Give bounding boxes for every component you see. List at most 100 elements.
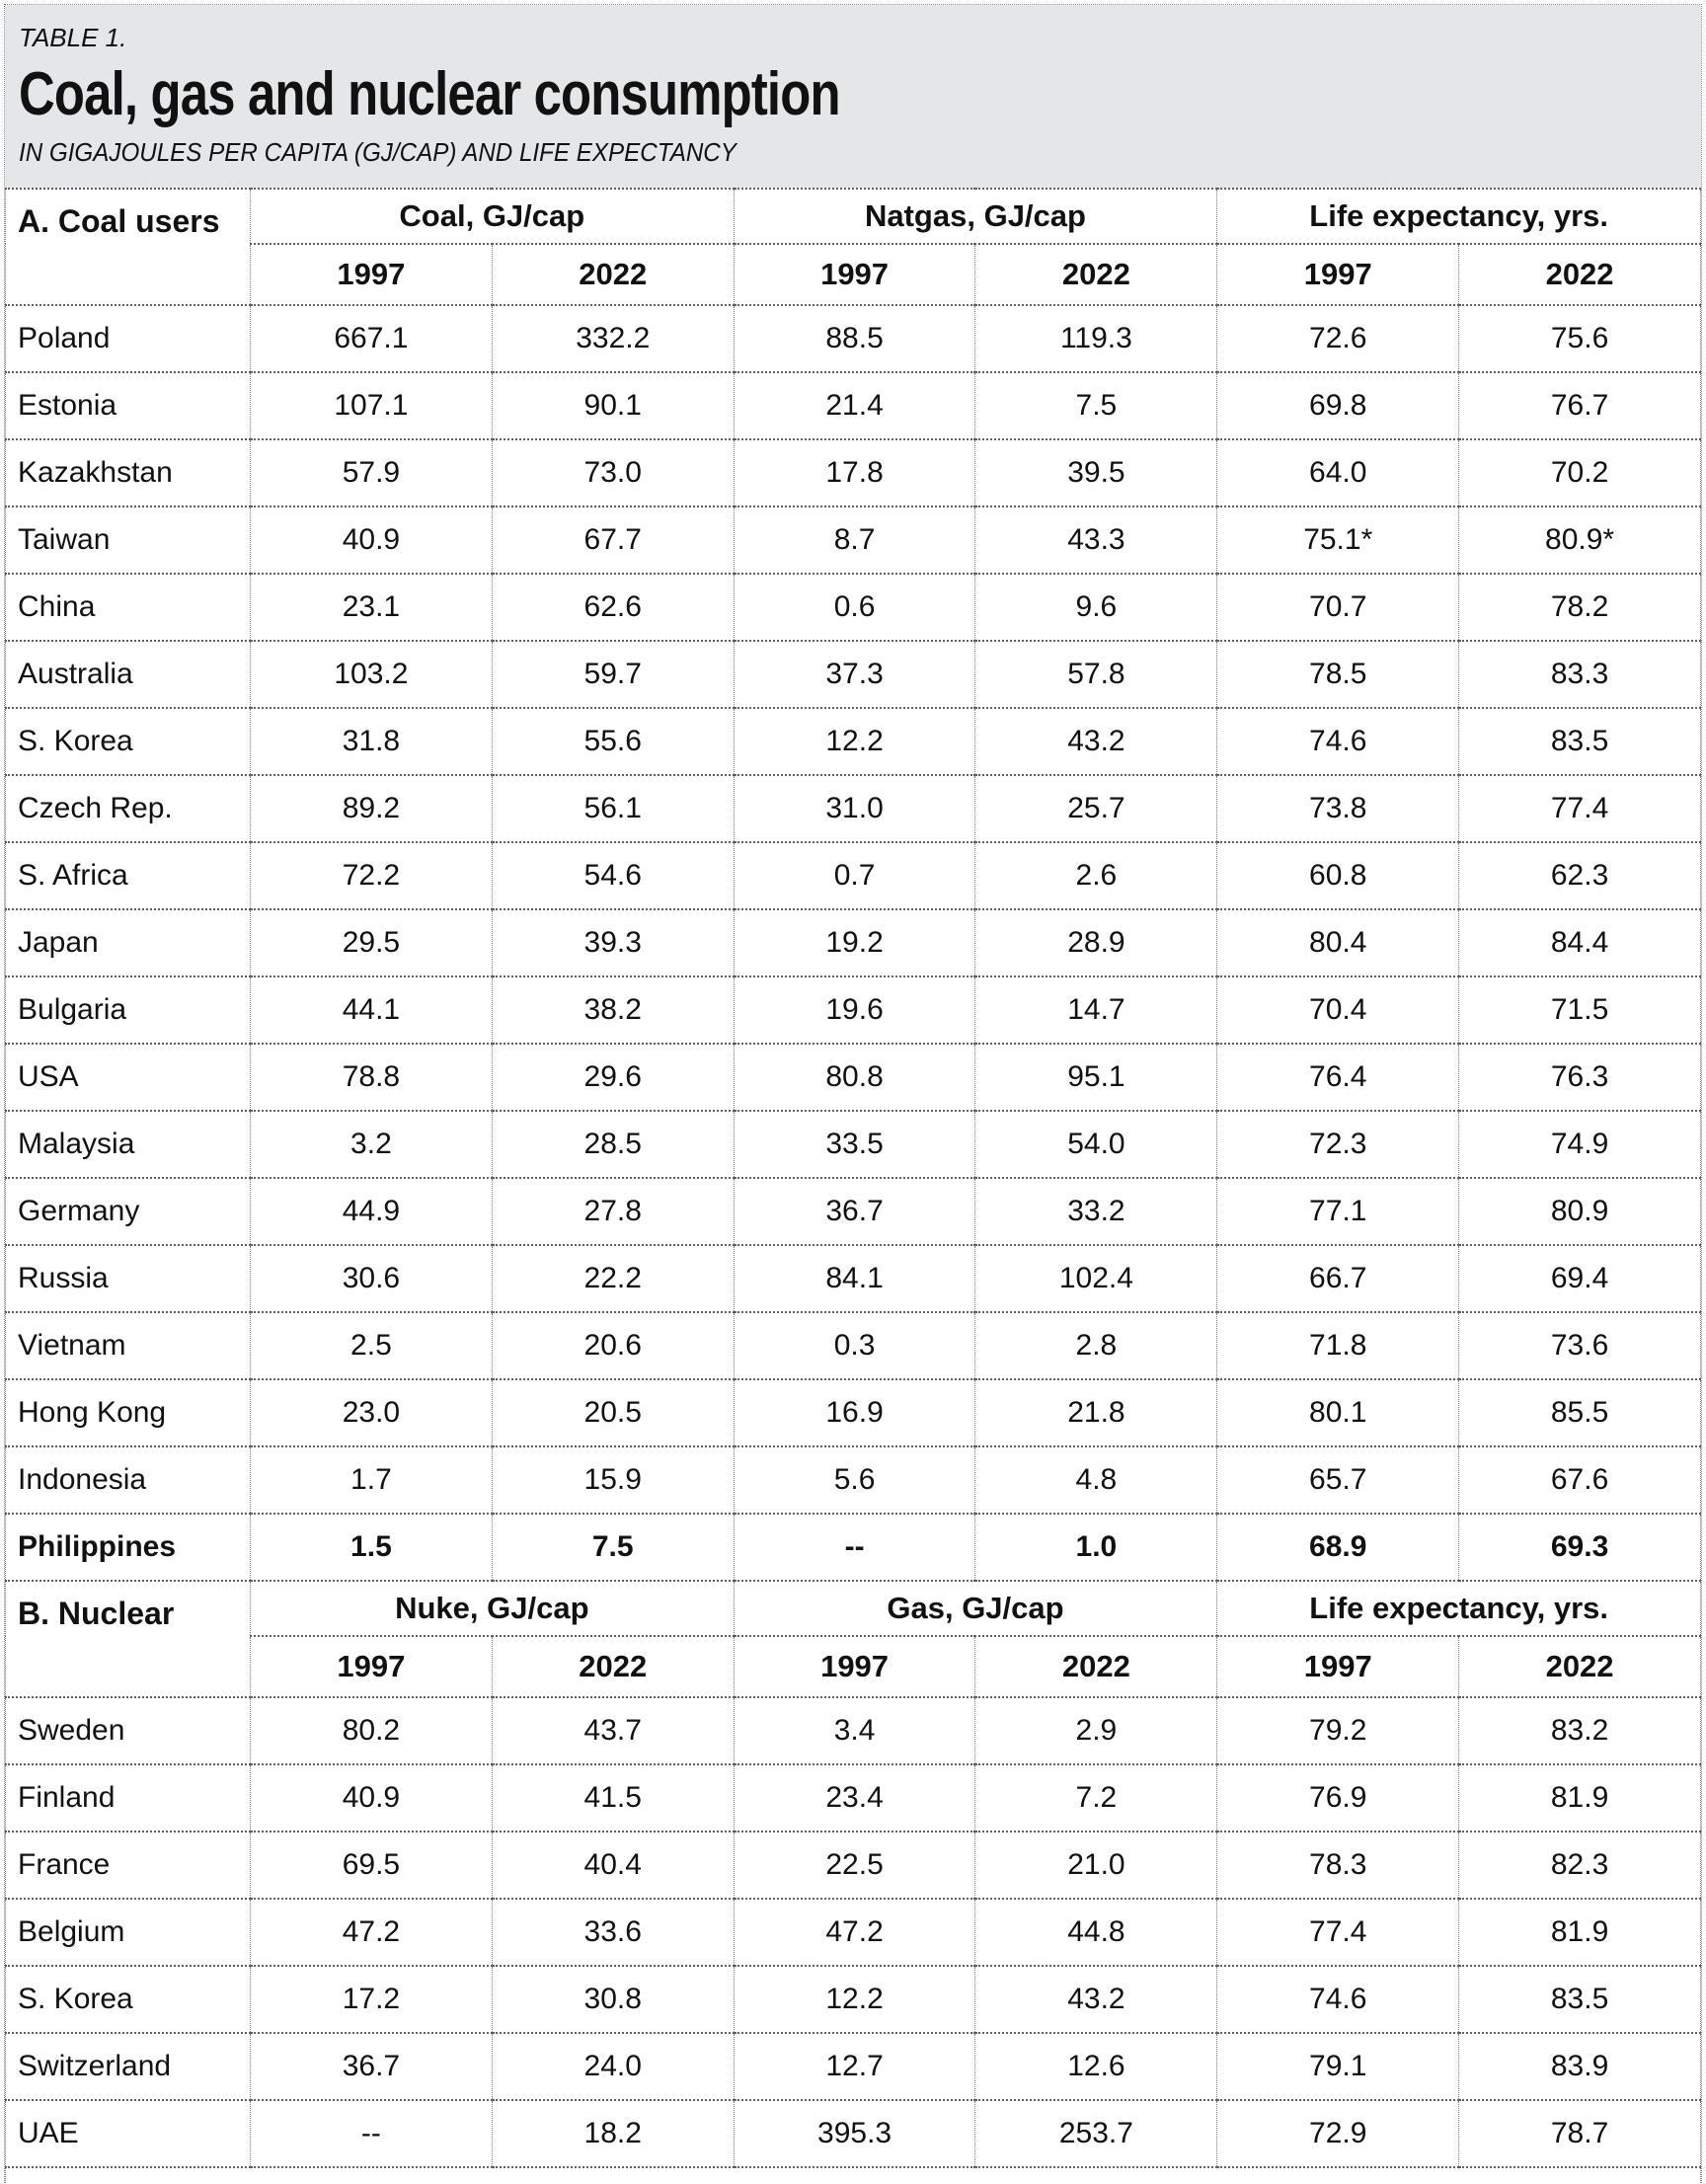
value-cell: 4.8 (974, 1445, 1218, 1516)
table-row: France 69.5 40.4 22.5 21.0 78.3 82.3 (5, 1831, 1701, 1901)
value-cell: 12.6 (974, 2032, 1218, 2102)
group-header: Gas, GJ/cap (733, 1580, 1218, 1638)
value-cell: 33.5 (733, 1110, 976, 1180)
value-cell: 67.6 (1458, 1445, 1701, 1516)
value-cell: 80.8 (733, 1043, 976, 1113)
value-cell: 43.3 (974, 506, 1218, 576)
value-cell: 80.9 (1458, 1177, 1701, 1247)
value-cell: 21.0 (974, 1831, 1218, 1901)
table-row: Belgium 47.2 33.6 47.2 44.8 77.4 81.9 (5, 1898, 1701, 1968)
value-cell: 23.4 (733, 1763, 976, 1833)
value-cell: 74.6 (1216, 707, 1460, 777)
value-cell: 65.7 (1216, 1445, 1460, 1516)
table-body: A. Coal users Coal, GJ/cap Natgas, GJ/cap L… (5, 188, 1701, 2169)
value-cell: 36.7 (733, 1177, 976, 1247)
footnote-row: SOURCES: EXAJOULES DATA FROM ENERGY INST… (5, 2166, 1701, 2184)
value-cell: 72.3 (1216, 1110, 1460, 1180)
value-cell: 73.8 (1216, 774, 1460, 844)
country-cell: S. Korea (5, 1965, 251, 2035)
value-cell: 70.7 (1216, 573, 1460, 643)
value-cell: 19.6 (733, 975, 976, 1046)
value-cell: 72.2 (250, 841, 493, 911)
country-cell: Russia (5, 1244, 251, 1314)
value-cell: 40.9 (250, 506, 493, 576)
value-cell: 66.7 (1216, 1244, 1460, 1314)
value-cell: 40.4 (491, 1831, 735, 1901)
table-row: Philippines 1.5 7.5 -- 1.0 68.9 69.3 (5, 1513, 1701, 1583)
value-cell: 47.2 (250, 1898, 493, 1968)
value-cell: 40.9 (250, 1763, 493, 1833)
group-header: Coal, GJ/cap (250, 188, 735, 246)
value-cell: 15.9 (491, 1445, 735, 1516)
value-cell: 70.4 (1216, 975, 1460, 1046)
value-cell: 78.7 (1458, 2099, 1701, 2169)
value-cell: 74.9 (1458, 1110, 1701, 1180)
value-cell: 71.8 (1216, 1311, 1460, 1381)
country-cell: UAE (5, 2099, 251, 2169)
value-cell: 73.6 (1458, 1311, 1701, 1381)
value-cell: 70.2 (1458, 438, 1701, 508)
value-cell: 59.7 (491, 640, 735, 710)
value-cell: 76.7 (1458, 371, 1701, 441)
value-cell: 81.9 (1458, 1898, 1701, 1968)
country-cell: Philippines (5, 1513, 251, 1583)
value-cell: 22.2 (491, 1244, 735, 1314)
footnote-cell: SOURCES: EXAJOULES DATA FROM ENERGY INST… (5, 2166, 1701, 2184)
value-cell: 83.5 (1458, 707, 1701, 777)
year-header: 2022 (491, 243, 735, 307)
value-cell: 29.6 (491, 1043, 735, 1113)
value-cell: 39.5 (974, 438, 1218, 508)
value-cell: 1.7 (250, 1445, 493, 1516)
section-header-row: B. Nuclear Nuke, GJ/cap Gas, GJ/cap Life ex… (5, 1580, 1701, 1699)
value-cell: 43.2 (974, 707, 1218, 777)
value-cell: 2.8 (974, 1311, 1218, 1381)
value-cell: 80.9* (1458, 506, 1701, 576)
value-cell: 2.5 (250, 1311, 493, 1381)
value-cell: -- (733, 1513, 976, 1583)
table-row: Finland 40.9 41.5 23.4 7.2 76.9 81.9 (5, 1763, 1701, 1833)
value-cell: 16.9 (733, 1378, 976, 1448)
value-cell: 20.6 (491, 1311, 735, 1381)
value-cell: 67.7 (491, 506, 735, 576)
value-cell: 81.9 (1458, 1763, 1701, 1833)
table-row: Japan 29.5 39.3 19.2 28.9 80.4 84.4 (5, 908, 1701, 978)
country-cell: China (5, 573, 251, 643)
group-header: Natgas, GJ/cap (733, 188, 1218, 246)
value-cell: 395.3 (733, 2099, 976, 2169)
value-cell: 83.5 (1458, 1965, 1701, 2035)
value-cell: 69.3 (1458, 1513, 1701, 1583)
value-cell: 7.5 (974, 371, 1218, 441)
value-cell: 102.4 (974, 1244, 1218, 1314)
year-header: 2022 (1458, 1635, 1701, 1699)
data-table: A. Coal users Coal, GJ/cap Natgas, GJ/cap L… (5, 188, 1701, 2184)
group-header: Life expectancy, yrs. (1216, 1580, 1701, 1638)
year-header: 2022 (1458, 243, 1701, 307)
table-row: Kazakhstan 57.9 73.0 17.8 39.5 64.0 70.2 (5, 438, 1701, 508)
section-label: B. Nuclear (5, 1580, 251, 1699)
value-cell: 57.8 (974, 640, 1218, 710)
table-graphic: TABLE 1. Coal, gas and nuclear consumpti… (4, 4, 1702, 2184)
country-cell: Japan (5, 908, 251, 978)
value-cell: 90.1 (491, 371, 735, 441)
value-cell: 84.4 (1458, 908, 1701, 978)
value-cell: 21.8 (974, 1378, 1218, 1448)
value-cell: 75.6 (1458, 304, 1701, 374)
year-header: 2022 (974, 1635, 1218, 1699)
value-cell: 23.0 (250, 1378, 493, 1448)
value-cell: 24.0 (491, 2032, 735, 2102)
value-cell: 107.1 (250, 371, 493, 441)
value-cell: 28.5 (491, 1110, 735, 1180)
table-row: Taiwan 40.9 67.7 8.7 43.3 75.1* 80.9* (5, 506, 1701, 576)
group-header: Nuke, GJ/cap (250, 1580, 735, 1638)
value-cell: 83.3 (1458, 640, 1701, 710)
country-cell: S. Korea (5, 707, 251, 777)
value-cell: 84.1 (733, 1244, 976, 1314)
value-cell: 69.4 (1458, 1244, 1701, 1314)
value-cell: 78.5 (1216, 640, 1460, 710)
table-row: Switzerland 36.7 24.0 12.7 12.6 79.1 83.9 (5, 2032, 1701, 2102)
value-cell: 95.1 (974, 1043, 1218, 1113)
value-cell: 2.6 (974, 841, 1218, 911)
value-cell: 76.3 (1458, 1043, 1701, 1113)
country-cell: Kazakhstan (5, 438, 251, 508)
title-band: TABLE 1. Coal, gas and nuclear consumpti… (5, 5, 1701, 189)
